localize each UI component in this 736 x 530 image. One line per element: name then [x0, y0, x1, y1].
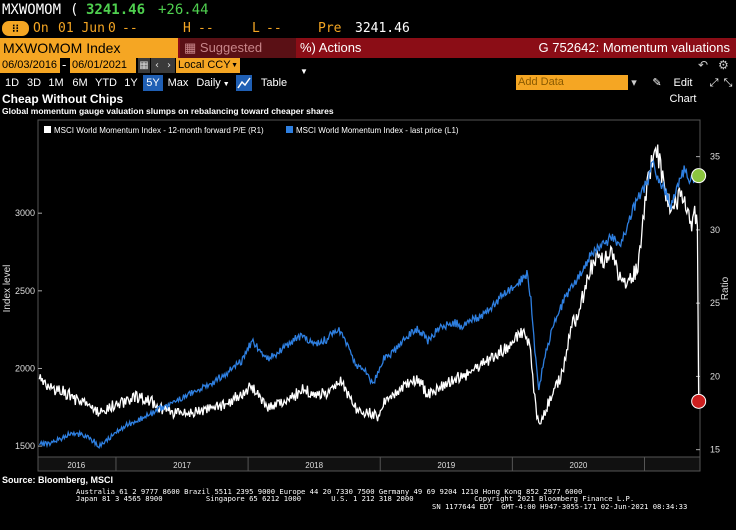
legend-label: MSCI World Momentum Index - last price (… [296, 126, 459, 135]
y-right-tick-label: 25 [710, 298, 720, 308]
legend-label: MSCI World Momentum Index - 12-month for… [54, 126, 264, 135]
y-left-tick-label: 2500 [15, 286, 35, 296]
plot-frame [37, 119, 701, 458]
y-right-tick-label: 30 [710, 225, 720, 235]
actions-label: Actions [318, 40, 362, 55]
x-tick-label: 2019 [437, 461, 455, 470]
settings-icon[interactable]: ⚙ [718, 58, 729, 72]
legend-swatch [44, 126, 51, 133]
actions-icon: %) [300, 40, 319, 55]
edit-chart-button[interactable]: Edit Chart [669, 77, 697, 105]
date-range-bar: 06/03/2016 - 06/01/2021 ▦ ‹ › Local CCY ▼… [0, 58, 736, 74]
suggested-charts-button[interactable]: ▦ Suggested Charts [180, 38, 296, 75]
calendar-icon[interactable]: ▦ [138, 58, 150, 73]
pe-ratio-line [38, 144, 700, 425]
pe-ratio-last-marker [691, 393, 707, 409]
undo-icon[interactable]: ↶ [698, 58, 709, 72]
expand-icon[interactable]: ⤢ [709, 77, 719, 89]
x-tick-label: 2016 [67, 461, 85, 470]
chart-subtitle: Global momentum gauge valuation slumps o… [2, 106, 334, 116]
quote-bar: MXWOMOM ( 3241.46 +26.44 [0, 0, 736, 20]
last-price: 3241.46 [86, 2, 146, 18]
coin-icon[interactable]: ⁝⁝ [2, 21, 29, 36]
prev-period-icon[interactable]: ‹ [151, 58, 163, 73]
chevron-down-icon: ▼ [300, 67, 308, 76]
add-data-input[interactable]: Add Data [516, 75, 628, 90]
last-price-last-marker [691, 168, 707, 184]
next-period-icon[interactable]: › [163, 58, 175, 73]
high-label: H [183, 21, 191, 36]
source-note: Source: Bloomberg, MSCI [2, 475, 114, 485]
quote-date: 01 Jun [58, 21, 105, 36]
security-input[interactable]: MXWOMOM Index [0, 38, 178, 58]
chart-legend: MSCI World Momentum Index - 12-month for… [44, 126, 459, 135]
suggested-charts-icon: ▦ [184, 40, 200, 55]
line-chart-icon[interactable] [236, 75, 252, 91]
chart-title: Cheap Without Chips [2, 92, 124, 106]
quote-time: 0 [108, 21, 116, 36]
y-left-tick-label: 1500 [15, 441, 35, 451]
currency-select[interactable]: Local CCY ▼ [176, 58, 240, 73]
footer-contacts-line1: Australia 61 2 9777 8600 Brazil 5511 239… [76, 487, 583, 496]
security-bar: MXWOMOM Index ▦ Suggested Charts %) Acti… [0, 38, 736, 76]
x-tick-label: 2018 [305, 461, 323, 470]
high-value: -- [198, 21, 214, 36]
pre-label: Pre [318, 21, 342, 36]
on-label: On [33, 21, 49, 36]
date-separator: - [62, 58, 67, 72]
last-price-line [38, 159, 700, 450]
footer-session-line: SN 1177644 EDT GMT-4:00 H947-3055-171 02… [432, 502, 688, 511]
period-ytd[interactable]: YTD [95, 77, 117, 89]
period-1m[interactable]: 1M [48, 77, 64, 89]
period-3d[interactable]: 3D [26, 77, 42, 89]
low-value: -- [266, 21, 282, 36]
period-5y[interactable]: 5Y [143, 75, 163, 91]
x-axis-band [37, 456, 701, 472]
y-left-tick-label: 3000 [15, 208, 35, 218]
ticker-symbol[interactable]: MXWOMOM [2, 2, 62, 18]
ticker-paren: ( [70, 2, 79, 18]
table-button[interactable]: Table [260, 77, 288, 89]
period-1y[interactable]: 1Y [124, 77, 138, 89]
momentum-chart: 1500 2000 2500 3000 15 20 25 30 35 2016 2017 2018 20… [2, 119, 731, 472]
y-right-axis-title: Ratio [720, 276, 731, 300]
plot-area [37, 119, 701, 472]
add-data-dropdown-icon[interactable]: ▾ [631, 77, 637, 89]
frequency-select[interactable]: Daily ▼ [192, 75, 234, 91]
pre-value: 3241.46 [355, 21, 410, 36]
end-date-input[interactable]: 06/01/2021 [70, 58, 136, 73]
x-tick-label: 2017 [173, 461, 191, 470]
period-max[interactable]: Max [167, 77, 189, 89]
low-label: L [252, 21, 260, 36]
start-date-input[interactable]: 06/03/2016 [0, 58, 60, 73]
quote-detail-bar: ⁝⁝ On 01 Jun 0 -- H -- L -- Pre 3241.46 [0, 20, 736, 38]
actions-menu[interactable]: %) Actions ▼ [300, 38, 368, 76]
y-right-tick-label: 15 [710, 445, 720, 455]
currency-label: Local CCY [178, 59, 231, 71]
x-tick-label: 2020 [570, 461, 588, 470]
price-change: +26.44 [158, 2, 209, 18]
y-right-tick-label: 20 [710, 371, 720, 381]
y-right-tick-label: 35 [710, 152, 720, 162]
chevron-down-icon: ▼ [220, 81, 230, 88]
footer-contacts-line2: Japan 81 3 4565 8900 Singapore 65 6212 1… [76, 494, 635, 503]
pencil-icon[interactable]: ✎ [652, 77, 662, 89]
period-6m[interactable]: 6M [72, 77, 88, 89]
y-left-axis-title: Index level [2, 265, 13, 313]
legend-swatch [286, 126, 293, 133]
frequency-label: Daily [196, 77, 221, 89]
chevron-down-icon: ▼ [231, 62, 238, 69]
y-left-tick-label: 2000 [15, 363, 35, 373]
chart-id-title: G 752642: Momentum valuations [538, 40, 731, 55]
collapse-icon[interactable]: ⤡ [723, 77, 733, 89]
quote-dashes: -- [122, 21, 138, 36]
period-toolbar: 1D 3D 1M 6M YTD 1Y 5Y Max Daily ▼ Table … [0, 74, 736, 105]
series-layer [38, 144, 707, 450]
period-1d[interactable]: 1D [4, 77, 20, 89]
